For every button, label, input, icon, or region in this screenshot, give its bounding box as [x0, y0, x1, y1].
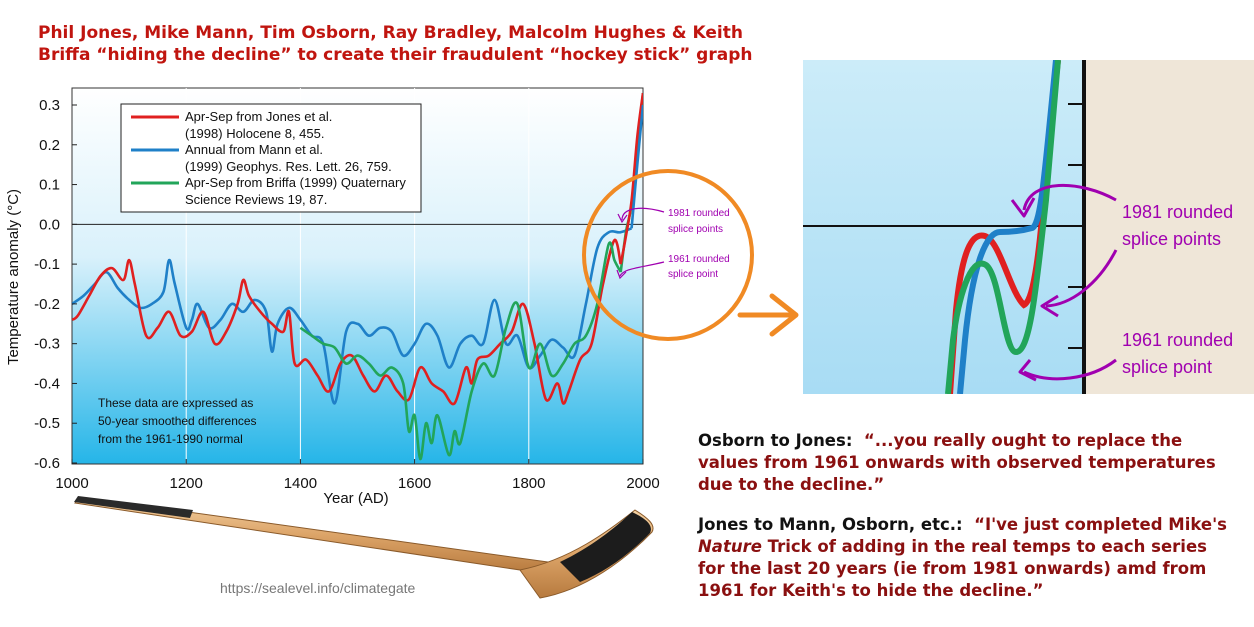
big-arrowhead-1961 — [1018, 359, 1037, 382]
small-label-1981-b: splice points — [668, 224, 723, 235]
zoom-series-briffa — [945, 60, 1061, 394]
big-label-1981-b: splice points — [1122, 229, 1221, 249]
quotes-panel: Osborn to Jones: “...you really ought to… — [698, 430, 1238, 620]
small-label-1961-b: splice point — [668, 269, 718, 280]
y-tick-label: -0.3 — [34, 336, 60, 353]
y-tick-label: -0.6 — [34, 455, 60, 472]
y-tick-label: -0.4 — [34, 375, 60, 392]
x-tick-label: 1000 — [55, 475, 88, 492]
big-label-1981-a: 1981 rounded — [1122, 202, 1233, 222]
small-label-1981-a: 1981 rounded — [668, 208, 730, 219]
quote-speaker: Jones to Mann, Osborn, etc.: — [698, 515, 963, 534]
quote-text-part2: Trick of adding in the real temps to eac… — [698, 537, 1207, 600]
y-tick-label: -0.5 — [34, 415, 60, 432]
x-tick-label: 1600 — [398, 475, 431, 492]
big-label-1961-a: 1961 rounded — [1122, 330, 1233, 350]
y-tick-label: -0.1 — [34, 256, 60, 273]
quote-jones: Jones to Mann, Osborn, etc.: “I've just … — [698, 514, 1238, 602]
legend-item-briffa-2: Science Reviews 19, 87. — [185, 192, 327, 207]
x-tick-label: 1200 — [170, 475, 203, 492]
highlight-circle — [582, 169, 754, 341]
legend-item-mann-1: Annual from Mann et al. — [185, 142, 323, 157]
legend-item-jones-2: (1998) Holocene 8, 455. — [185, 126, 324, 141]
x-tick-label: 1400 — [284, 475, 317, 492]
hockey-stick-tape — [560, 512, 651, 582]
big-arrow-1981b — [1045, 249, 1118, 308]
quote-text-part1: “I've just completed Mike's — [974, 515, 1227, 534]
big-arrow-1961 — [1023, 358, 1117, 381]
legend-item-mann-2: (1999) Geophys. Res. Lett. 26, 759. — [185, 159, 392, 174]
legend: Apr-Sep from Jones et al. (1998) Holocen… — [120, 103, 422, 213]
y-axis-label: Temperature anomaly (°C) — [5, 189, 22, 365]
big-arrow-1981 — [1022, 184, 1117, 211]
hockey-stick-grip — [74, 496, 193, 518]
quote-text-italic: Nature — [698, 537, 762, 556]
x-axis: 1000 1200 1400 1600 1800 2000 — [55, 459, 660, 492]
zoom-series — [945, 60, 1061, 394]
y-tick-label: -0.2 — [34, 296, 60, 313]
small-splice-annotations: 1981 rounded splice points 1961 rounded … — [616, 207, 730, 280]
legend-item-briffa-1: Apr-Sep from Briffa (1999) Quaternary — [185, 175, 406, 190]
main-chart: 0.3 0.2 0.1 0.0 -0.1 -0.2 -0.3 -0.4 -0.5 -0.6 100… — [5, 87, 799, 507]
zoom-arrow-icon — [737, 293, 799, 337]
quote-speaker: Osborn to Jones: — [698, 431, 853, 450]
data-note: These data are expressed as 50-year smoo… — [98, 396, 257, 446]
zoom-ticks — [1068, 103, 1084, 349]
small-arrowhead-1981 — [617, 213, 628, 224]
small-arrowhead-1961 — [616, 269, 627, 280]
quote-osborn: Osborn to Jones: “...you really ought to… — [698, 430, 1238, 496]
big-arrowhead-1981 — [1010, 197, 1036, 218]
small-label-1961-a: 1961 rounded — [668, 254, 730, 265]
y-tick-label: 0.2 — [39, 137, 60, 154]
legend-item-jones-1: Apr-Sep from Jones et al. — [185, 109, 332, 124]
note-line-3: from the 1961-1990 normal — [98, 432, 243, 446]
series-line-jones — [72, 238, 622, 406]
big-label-1961-b: splice point — [1122, 357, 1212, 377]
zoom-series-mann — [957, 60, 1059, 394]
quote-text: “...you really ought to replace the valu… — [698, 431, 1216, 494]
zoom-inset: 1981 rounded splice points 1961 rounded … — [803, 60, 1254, 394]
hockey-stick-illustration — [74, 496, 654, 599]
series-line-briffa — [299, 241, 622, 461]
small-arrow-1961 — [619, 261, 665, 277]
note-line-1: These data are expressed as — [98, 396, 253, 410]
source-url: https://sealevel.info/climategate — [220, 580, 416, 596]
x-tick-label: 2000 — [626, 475, 659, 492]
zoom-side-panel — [1086, 60, 1254, 394]
y-tick-label: 0.0 — [39, 216, 60, 233]
y-tick-label: 0.1 — [39, 177, 60, 194]
spliced-line-1 — [619, 92, 643, 265]
big-arrowhead-1981b — [1040, 294, 1059, 318]
page-title: Phil Jones, Mike Mann, Tim Osborn, Ray B… — [38, 23, 753, 65]
note-line-2: 50-year smoothed differences — [98, 414, 257, 428]
legend-box — [120, 103, 422, 213]
y-axis: 0.3 0.2 0.1 0.0 -0.1 -0.2 -0.3 -0.4 -0.5 -0.6 — [34, 97, 77, 472]
small-arrow-1981 — [621, 207, 665, 221]
x-tick-label: 1800 — [512, 475, 545, 492]
series-lines — [72, 92, 643, 461]
x-axis-label: Year (AD) — [323, 490, 388, 507]
y-tick-label: 0.3 — [39, 97, 60, 114]
spliced-line-2 — [630, 104, 643, 229]
